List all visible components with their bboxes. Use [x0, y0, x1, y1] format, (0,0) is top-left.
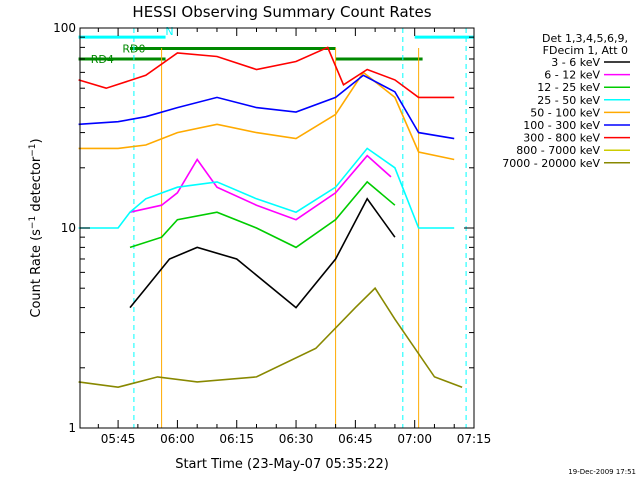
x-axis-ticks: 05:45 06:00 06:15 06:30 06:45 07:00 07:15 [97, 28, 492, 446]
y-label-part: ) [29, 138, 44, 143]
x-axis-label: Start Time (23-May-07 05:35:22) [175, 457, 389, 472]
legend-label: 100 - 300 keV [523, 119, 600, 132]
legend-label: 25 - 50 keV [537, 94, 600, 107]
series-line [78, 46, 455, 99]
legend-title: Det 1,3,4,5,6,9, [542, 32, 628, 45]
legend-label: 300 - 800 keV [523, 132, 600, 145]
y-label-sup: −1 [28, 216, 38, 229]
series-line [78, 286, 463, 389]
legend-label: 7000 - 20000 keV [502, 157, 600, 170]
y-tick-label: 1 [68, 421, 76, 435]
legend-label: 6 - 12 keV [544, 69, 600, 82]
legend-label: 12 - 25 keV [537, 81, 600, 94]
legend-label: 50 - 100 keV [530, 106, 600, 119]
timestamp: 19-Dec-2009 17:51 [568, 468, 636, 476]
series-line [129, 197, 396, 309]
legend-title: FDecim 1, Att 0 [543, 44, 628, 57]
series-line [78, 71, 455, 161]
flag-label: N [165, 25, 173, 38]
series-line [78, 74, 455, 140]
x-tick-label: 06:00 [160, 432, 195, 446]
x-tick-label: 05:45 [101, 432, 136, 446]
chart-title: HESSI Observing Summary Count Rates [132, 3, 431, 21]
y-label-part: detector [29, 156, 44, 216]
y-tick-label: 10 [61, 221, 76, 235]
y-tick-label: 100 [53, 21, 76, 35]
y-axis-label: Count Rate (s−1 detector−1) [28, 138, 44, 317]
series-line [129, 180, 396, 249]
plot-frame [79, 27, 475, 429]
x-tick-label: 07:15 [457, 432, 492, 446]
series-line [78, 147, 455, 229]
legend: Det 1,3,4,5,6,9,FDecim 1, Att 03 - 6 keV… [502, 32, 630, 170]
legend-label: 800 - 7000 keV [516, 144, 600, 157]
x-tick-label: 06:15 [219, 432, 254, 446]
x-tick-label: 07:00 [397, 432, 432, 446]
y-label-part: Count Rate (s [29, 229, 44, 318]
x-tick-label: 06:45 [338, 432, 373, 446]
flag-label: RD4 [91, 53, 114, 66]
series-line [129, 154, 392, 221]
series-lines [78, 46, 463, 389]
y-axis-ticks: 1 10 100 [53, 21, 474, 435]
axes [79, 27, 475, 429]
y-label-sup: −1 [28, 143, 38, 156]
event-markers [133, 28, 467, 428]
legend-label: 3 - 6 keV [551, 56, 600, 69]
x-tick-label: 06:30 [279, 432, 314, 446]
